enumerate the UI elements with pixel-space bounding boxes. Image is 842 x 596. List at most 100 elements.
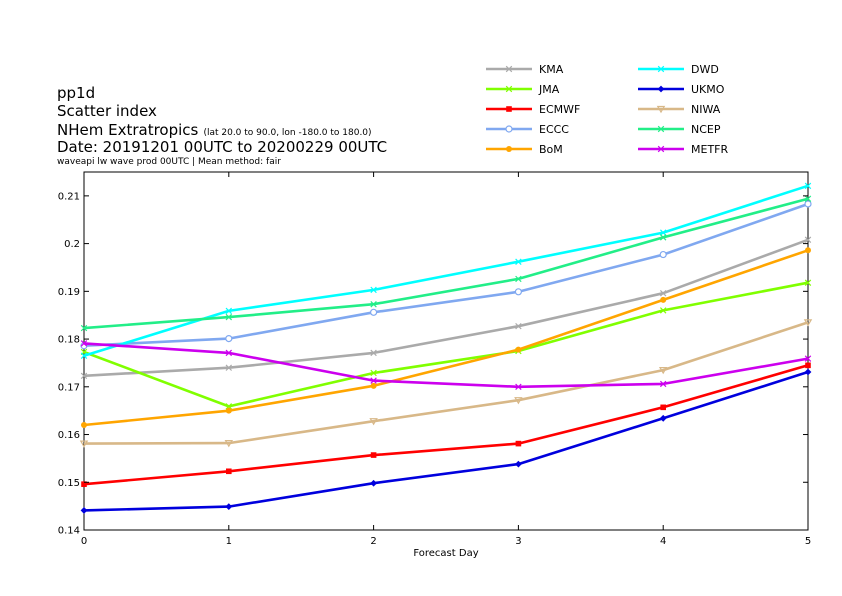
legend-label: NIWA	[691, 103, 721, 116]
series-line	[83, 184, 809, 358]
series-line	[83, 281, 809, 408]
chart-title-line2: Scatter index	[57, 102, 157, 120]
data-point	[370, 300, 377, 308]
data-point	[226, 468, 232, 475]
data-point	[225, 349, 233, 357]
legend-label: KMA	[539, 63, 564, 76]
data-point	[370, 369, 377, 377]
series-dwd	[80, 182, 812, 359]
series-line	[83, 364, 809, 486]
data-point	[80, 324, 88, 332]
data-point	[79, 440, 89, 448]
legend-label: ECMWF	[539, 103, 580, 116]
y-tick-label: 0.2	[64, 239, 80, 250]
data-point	[370, 308, 378, 316]
y-tick-label: 0.14	[58, 526, 80, 537]
data-point	[225, 364, 233, 371]
series-niwa	[79, 319, 813, 448]
y-tick-label: 0.16	[58, 430, 80, 441]
legend-entry-kma: KMA	[486, 63, 564, 76]
legend-label: JMA	[538, 83, 560, 96]
legend-marker	[657, 65, 665, 73]
data-point	[659, 234, 667, 241]
x-tick-label: 2	[370, 536, 376, 547]
legend-entry-eccc: ECCC	[486, 123, 569, 136]
legend-entry-niwa: NIWA	[638, 103, 721, 116]
series-line	[83, 342, 809, 389]
legend-marker	[505, 85, 513, 93]
data-point	[660, 404, 666, 411]
data-point	[225, 307, 233, 315]
x-tick-label: 0	[81, 536, 87, 547]
legend-entry-dwd: DWD	[638, 63, 719, 76]
data-point	[659, 307, 667, 314]
plot-frame	[83, 171, 809, 531]
data-point	[81, 481, 87, 487]
legend-entry-bom: BoM	[486, 143, 563, 156]
x-tick-label: 5	[805, 536, 811, 547]
legend-entry-jma: JMA	[486, 83, 560, 96]
series-line	[83, 197, 809, 330]
data-point	[225, 503, 233, 511]
x-tick-label: 4	[660, 536, 666, 547]
data-point	[369, 418, 378, 426]
series-line	[83, 321, 809, 445]
data-point	[370, 382, 377, 389]
region-bounds: (lat 20.0 to 90.0, lon -180.0 to 180.0)	[203, 128, 372, 138]
region-name: NHem Extratropics	[57, 121, 199, 139]
legend-marker	[506, 106, 512, 112]
x-tick-label: 3	[515, 536, 521, 547]
y-tick-label: 0.21	[58, 191, 80, 202]
series-ncep	[80, 195, 812, 332]
data-point	[514, 288, 523, 296]
series-metfr	[80, 340, 812, 391]
data-point	[370, 349, 377, 357]
data-point	[804, 200, 812, 208]
data-point	[659, 414, 667, 422]
data-point	[804, 368, 812, 376]
data-point	[370, 377, 377, 384]
series-line	[83, 249, 809, 427]
data-point	[80, 352, 88, 359]
legend-marker	[657, 145, 665, 153]
series-line	[83, 202, 809, 347]
x-axis-label: Forecast Day	[413, 548, 478, 559]
series-line	[83, 238, 809, 378]
data-point	[224, 440, 234, 448]
data-point	[803, 319, 813, 327]
data-point	[80, 340, 88, 347]
y-tick-label: 0.18	[58, 335, 80, 346]
legend-label: NCEP	[691, 123, 721, 136]
y-tick-label: 0.15	[58, 478, 80, 489]
data-point	[659, 250, 667, 259]
legend-label: BoM	[539, 143, 563, 156]
data-point	[659, 290, 667, 297]
legend-label: ECCC	[539, 123, 569, 136]
x-tick-label: 1	[226, 536, 232, 547]
data-point	[225, 313, 233, 321]
y-tick-label: 0.19	[58, 287, 80, 298]
data-point	[370, 479, 377, 487]
legend-marker	[656, 105, 666, 114]
legend-entry-ecmwf: ECMWF	[486, 103, 580, 116]
data-point	[80, 507, 88, 514]
data-point	[515, 440, 522, 447]
legend-marker	[506, 146, 512, 152]
data-point	[80, 372, 88, 380]
legend-marker	[505, 125, 513, 133]
data-point	[804, 355, 812, 362]
axis-layer: 0.14 0.15 0.16 0.17 0.18 0.19 0.2 0.21 0 1 2 3 4 5	[58, 172, 811, 547]
experiment-info: waveapi lw wave prod 00UTC | Mean method…	[57, 157, 281, 167]
data-point	[658, 366, 668, 375]
legend: KMA JMA ECMWF ECCC BoM DWD UKMO NIWA NCEP METFR	[486, 63, 728, 156]
chart-title-line1: pp1d	[57, 84, 96, 102]
data-point	[225, 334, 233, 343]
series-layer	[79, 182, 813, 514]
series-jma	[80, 279, 812, 410]
data-point	[805, 247, 811, 254]
data-point	[370, 452, 377, 458]
series-ukmo	[80, 368, 812, 514]
legend-marker	[657, 85, 665, 93]
data-point	[515, 322, 522, 330]
data-point	[804, 236, 812, 244]
